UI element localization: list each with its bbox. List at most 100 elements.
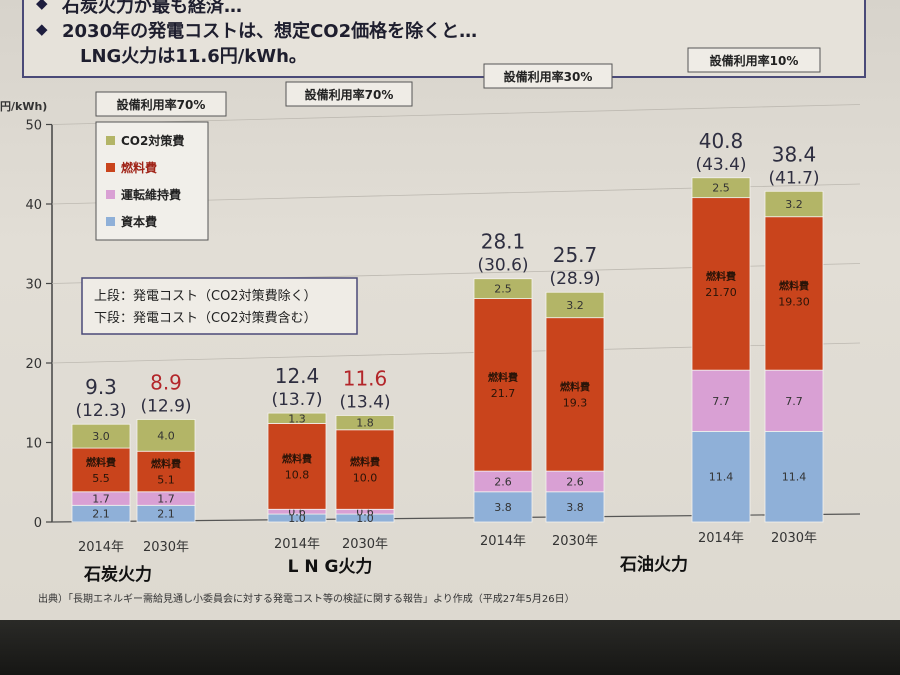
segment-value-label: 3.2 bbox=[566, 299, 584, 312]
note-line: 上段：発電コスト（CO2対策費除く） bbox=[94, 288, 317, 304]
segment-value-label: 10.8 bbox=[285, 468, 310, 481]
segment-value-label: 11.4 bbox=[782, 471, 807, 484]
utilization-label: 設備利用率70% bbox=[117, 97, 206, 112]
group-label: L N G火力 bbox=[288, 556, 373, 577]
fuel-segment-tag: 燃料費 bbox=[282, 452, 312, 465]
source-note: 出典）「長期エネルギー需給見通し小委員会に対する発電コスト等の検証に関する報告」… bbox=[38, 594, 575, 605]
bar-segment-燃料費 bbox=[267, 423, 327, 510]
header-line-2: 2030年の発電コストは、想定CO2価格を除くと… bbox=[62, 21, 478, 42]
bar-segment-CO2対策費 bbox=[267, 412, 327, 424]
y-tick-label: 30 bbox=[25, 278, 42, 293]
bar-total-with-co2-label: (13.7) bbox=[271, 390, 322, 410]
fuel-segment-tag: 燃料費 bbox=[488, 371, 518, 384]
bar-segment-燃料費 bbox=[335, 429, 395, 510]
bar-total-with-co2-label: (13.4) bbox=[339, 392, 390, 412]
segment-value-label: 11.4 bbox=[709, 471, 734, 484]
legend-entry: 燃料費 bbox=[121, 160, 157, 175]
bar-segment-CO2対策費 bbox=[335, 415, 395, 431]
segment-value-label: 5.5 bbox=[92, 472, 110, 485]
legend-entry: 資本費 bbox=[121, 214, 157, 229]
legend-entry: CO2対策費 bbox=[121, 133, 184, 148]
x-tick-label: 2030年 bbox=[552, 534, 598, 549]
fuel-segment-tag: 燃料費 bbox=[560, 380, 590, 393]
segment-value-label: 1.0 bbox=[356, 512, 374, 525]
bar-segment-資本費 bbox=[764, 430, 824, 523]
utilization-label: 設備利用率30% bbox=[504, 69, 593, 84]
segment-value-label: 7.7 bbox=[712, 395, 730, 408]
segment-value-label: 1.7 bbox=[157, 493, 175, 506]
segment-value-label: 21.70 bbox=[705, 286, 737, 299]
segment-value-label: 1.0 bbox=[288, 512, 306, 525]
projector-dark-area bbox=[0, 620, 900, 675]
x-tick-label: 2014年 bbox=[698, 531, 744, 546]
bar-segment-CO2対策費 bbox=[71, 423, 131, 449]
y-axis-label: 円/kWh) bbox=[0, 100, 47, 113]
bar-segment-燃料費 bbox=[71, 447, 131, 493]
segment-value-label: 4.0 bbox=[157, 429, 175, 442]
cost-chart: 0 10 20 30 40 50 円/kWh) 設備利用率70% 2.1 1.7 燃料費 5.5 3.0… bbox=[0, 47, 861, 585]
utilization-box bbox=[483, 63, 613, 89]
segment-value-label: 1.3 bbox=[288, 412, 306, 425]
y-tick-label: 40 bbox=[25, 198, 42, 213]
bar-total-label: 9.3 bbox=[85, 375, 117, 399]
segment-value-label: 10.0 bbox=[353, 472, 378, 485]
y-tick-label: 20 bbox=[25, 357, 42, 372]
bar-segment-燃料費 bbox=[545, 317, 605, 472]
bar-total-label: 25.7 bbox=[553, 243, 598, 267]
slide: ◆ 石炭火力が最も経済… ◆ 2030年の発電コストは、想定CO2価格を除くと…… bbox=[0, 0, 900, 620]
bar-segment-資本費 bbox=[545, 491, 605, 523]
y-tick-label: 0 bbox=[34, 516, 42, 531]
fuel-segment-tag: 燃料費 bbox=[779, 279, 809, 292]
segment-value-label: 2.6 bbox=[494, 475, 512, 488]
segment-value-label: 7.7 bbox=[785, 395, 803, 408]
bar-total-with-co2-label: (28.9) bbox=[549, 269, 600, 289]
bar-total-label: 12.4 bbox=[275, 364, 320, 388]
utilization-box bbox=[95, 91, 227, 117]
bar-total-label: 28.1 bbox=[481, 230, 526, 254]
bar-segment-資本費 bbox=[691, 430, 751, 523]
fuel-segment-tag: 燃料費 bbox=[86, 456, 116, 469]
bullet-diamond-icon: ◆ bbox=[36, 0, 48, 12]
grid-line bbox=[51, 104, 861, 125]
group-label: 石炭火力 bbox=[83, 564, 152, 585]
utilization-box bbox=[285, 81, 413, 107]
bar-segment-CO2対策費 bbox=[764, 190, 824, 218]
segment-value-label: 2.1 bbox=[92, 508, 110, 521]
bar-segment-CO2対策費 bbox=[545, 291, 605, 319]
x-tick-label: 2014年 bbox=[78, 540, 124, 555]
bar-total-label: 38.4 bbox=[772, 142, 817, 166]
legend-swatch bbox=[106, 163, 115, 172]
bar-total-label: 40.8 bbox=[699, 129, 744, 153]
group-label: 石油火力 bbox=[619, 554, 688, 575]
bar-total-with-co2-label: (12.9) bbox=[140, 396, 191, 416]
x-tick-label: 2030年 bbox=[143, 540, 189, 555]
legend-swatch bbox=[106, 217, 115, 226]
y-tick-label: 10 bbox=[25, 437, 42, 452]
note-box bbox=[81, 277, 358, 335]
fuel-segment-tag: 燃料費 bbox=[350, 456, 380, 469]
segment-value-label: 3.8 bbox=[494, 501, 512, 514]
segment-value-label: 3.8 bbox=[566, 501, 584, 514]
segment-value-label: 1.8 bbox=[356, 417, 374, 430]
bar-segment-燃料費 bbox=[691, 197, 751, 371]
x-tick-label: 2014年 bbox=[274, 537, 320, 552]
segment-value-label: 2.1 bbox=[157, 508, 175, 521]
header-line-1: 石炭火力が最も経済… bbox=[62, 0, 242, 17]
legend-entry: 運転維持費 bbox=[121, 187, 181, 202]
bar-segment-CO2対策費 bbox=[473, 278, 533, 300]
segment-value-label: 21.7 bbox=[491, 387, 516, 400]
note-line: 下段：発電コスト（CO2対策費含む） bbox=[94, 310, 317, 326]
segment-value-label: 3.0 bbox=[92, 430, 110, 443]
fuel-segment-tag: 燃料費 bbox=[151, 458, 181, 471]
segment-value-label: 2.5 bbox=[712, 182, 730, 195]
segment-value-label: 1.7 bbox=[92, 493, 110, 506]
bullet-diamond-icon: ◆ bbox=[36, 20, 48, 38]
bar-total-with-co2-label: (43.4) bbox=[695, 155, 746, 175]
bar-segment-CO2対策費 bbox=[136, 419, 196, 452]
bar-total-with-co2-label: (41.7) bbox=[768, 168, 819, 188]
bar-segment-燃料費 bbox=[764, 216, 824, 371]
utilization-label: 設備利用率70% bbox=[305, 87, 394, 102]
segment-value-label: 19.30 bbox=[778, 295, 810, 308]
fuel-segment-tag: 燃料費 bbox=[706, 270, 736, 283]
segment-value-label: 2.5 bbox=[494, 283, 512, 296]
